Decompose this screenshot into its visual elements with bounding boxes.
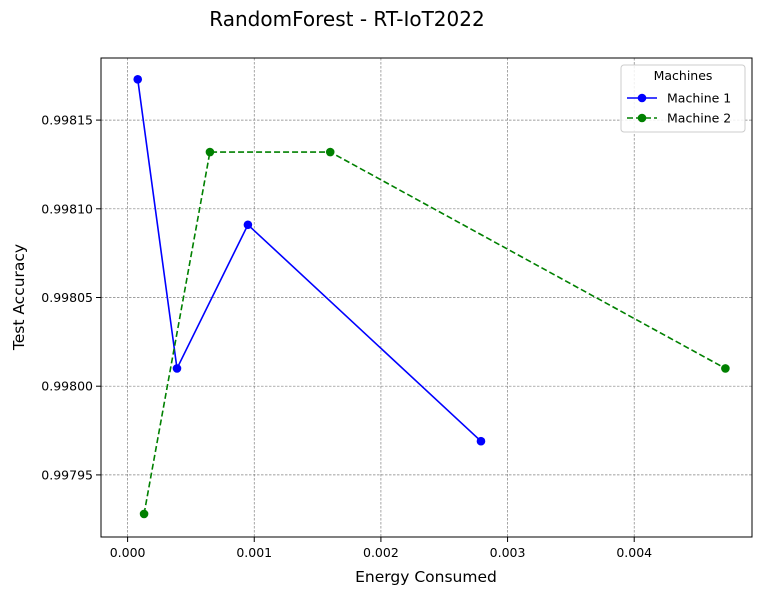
chart-title: RandomForest - RT-IoT2022 — [209, 7, 484, 31]
legend-entry-machine-1: Machine 1 — [627, 91, 731, 106]
y-tick-label: 0.99815 — [41, 113, 93, 128]
data-point-machine-2 — [205, 147, 215, 157]
x-tick-label: 0.000 — [110, 545, 146, 560]
y-tick-label: 0.99800 — [41, 379, 93, 394]
y-tick-label: 0.99810 — [41, 201, 93, 216]
x-tick-label: 0.001 — [236, 545, 272, 560]
data-point-machine-1 — [133, 74, 143, 84]
series — [133, 74, 730, 519]
y-tick-label: 0.99795 — [41, 467, 93, 482]
legend-label: Machine 2 — [667, 111, 731, 126]
data-point-machine-1 — [172, 364, 182, 373]
series-line-machine-2 — [143, 151, 726, 515]
series-machine-2 — [139, 147, 730, 519]
legend-entry-machine-2: Machine 2 — [627, 111, 731, 126]
y-axis-label: Test Accuracy — [10, 244, 28, 351]
axis-ticks: 0.000 0.001 0.002 0.003 0.004 0.99795 0.99800 0… — [41, 113, 652, 560]
legend-title: Machines — [654, 68, 713, 83]
x-tick-label: 0.002 — [363, 545, 399, 560]
grid — [101, 58, 752, 537]
legend-label: Machine 1 — [667, 91, 731, 106]
legend-marker — [637, 113, 647, 123]
series-machine-1 — [133, 74, 486, 446]
x-tick-label: 0.003 — [490, 545, 526, 560]
data-point-machine-2 — [721, 364, 730, 373]
legend-marker — [637, 93, 647, 103]
legend: Machines Machine 1 Machine 2 — [620, 64, 746, 133]
data-point-machine-1 — [476, 436, 486, 446]
y-tick-label: 0.99805 — [41, 290, 93, 305]
x-tick-label: 0.004 — [616, 545, 652, 560]
legend-box — [620, 64, 746, 133]
x-axis-label: Energy Consumed — [355, 568, 497, 586]
data-point-machine-2 — [139, 509, 149, 519]
data-point-machine-1 — [243, 220, 253, 230]
series-line-machine-1 — [136, 79, 482, 442]
data-point-machine-2 — [325, 147, 335, 157]
